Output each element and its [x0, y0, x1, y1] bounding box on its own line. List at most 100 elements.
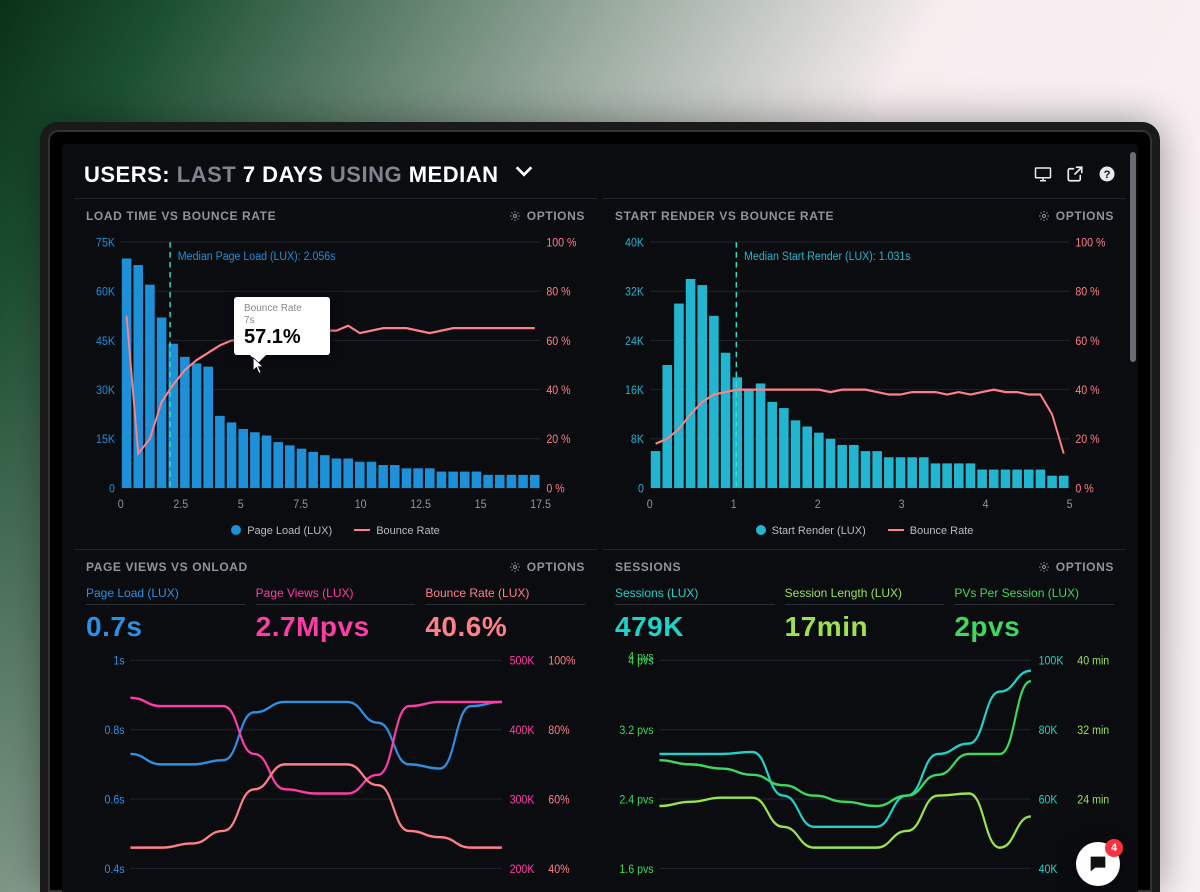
tooltip-label-2: 7s [244, 315, 320, 327]
svg-text:40 %: 40 % [546, 384, 570, 397]
options-label: OPTIONS [1056, 560, 1114, 574]
metric: Bounce Rate (LUX)40.6% [425, 586, 585, 643]
metric: Sessions (LUX)479K [615, 586, 775, 643]
chart-svg: 0.4s0.6s0.8s1s200K300K400K500K40%60%80%1… [84, 645, 587, 875]
svg-text:2.4 pvs: 2.4 pvs [619, 794, 654, 807]
svg-text:Median Page Load (LUX): 2.056s: Median Page Load (LUX): 2.056s [178, 250, 336, 263]
svg-text:100 %: 100 % [1075, 237, 1105, 250]
svg-text:75K: 75K [96, 237, 115, 250]
metric: PVs Per Session (LUX)2pvs [954, 586, 1114, 643]
header-actions: ? [1034, 165, 1116, 183]
svg-text:0 %: 0 % [546, 483, 564, 496]
svg-text:80%: 80% [548, 725, 569, 738]
metric-value: 40.6% [425, 611, 585, 643]
metric-label: PVs Per Session (LUX) [954, 586, 1114, 605]
multiline-chart: 1.6 pvs2.4 pvs3.2 pvs4 pvs4 pvs40K60K80K… [613, 645, 1116, 875]
svg-text:100%: 100% [548, 655, 575, 668]
options-button[interactable]: OPTIONS [509, 560, 585, 574]
chat-icon [1087, 853, 1109, 875]
options-label: OPTIONS [527, 209, 585, 223]
metric-value: 0.7s [86, 611, 246, 643]
share-icon[interactable] [1066, 165, 1084, 183]
svg-text:30K: 30K [96, 384, 115, 397]
gear-icon [1038, 210, 1050, 222]
panel-page-views: PAGE VIEWS VS ONLOAD OPTIONS Page Load (… [74, 549, 597, 879]
legend-item-bars[interactable]: Page Load (LUX) [231, 525, 332, 537]
monitor-icon[interactable] [1034, 165, 1052, 183]
legend-item-line[interactable]: Bounce Rate [888, 525, 974, 537]
svg-text:0.8s: 0.8s [105, 725, 125, 738]
svg-text:8K: 8K [631, 434, 644, 447]
svg-text:45K: 45K [96, 335, 115, 348]
mouse-cursor-icon [252, 357, 266, 375]
svg-text:4: 4 [983, 498, 990, 511]
title-range: 7 DAYS [243, 162, 323, 187]
svg-text:400K: 400K [510, 725, 535, 738]
metric-label: Page Load (LUX) [86, 586, 246, 605]
legend-item-bars[interactable]: Start Render (LUX) [756, 525, 866, 537]
panel-title: PAGE VIEWS VS ONLOAD [86, 560, 248, 574]
svg-text:20 %: 20 % [1075, 434, 1099, 447]
chart-tooltip: Bounce Rate 7s 57.1% [234, 297, 330, 355]
panel-start-render: START RENDER VS BOUNCE RATE OPTIONS 08K1… [603, 198, 1126, 543]
svg-text:40 %: 40 % [1075, 384, 1099, 397]
tooltip-value: 57.1% [244, 326, 320, 349]
svg-text:16K: 16K [625, 384, 644, 397]
svg-text:60 %: 60 % [546, 335, 570, 348]
svg-text:80 %: 80 % [546, 286, 570, 299]
svg-text:15: 15 [475, 498, 487, 511]
svg-text:0: 0 [647, 498, 653, 511]
svg-text:3: 3 [899, 498, 905, 511]
panel-title: LOAD TIME VS BOUNCE RATE [86, 209, 276, 223]
help-icon[interactable]: ? [1098, 165, 1116, 183]
gear-icon [509, 561, 521, 573]
chart-start-render: 08K16K24K32K40K0 %20 %40 %60 %80 %100 %0… [613, 231, 1116, 519]
svg-text:?: ? [1104, 169, 1111, 181]
svg-text:80 %: 80 % [1075, 286, 1099, 299]
svg-text:24 min: 24 min [1077, 794, 1109, 807]
svg-text:200K: 200K [510, 863, 535, 875]
laptop-frame: USERS: LAST 7 DAYS USING MEDIAN ? LOAD T… [40, 122, 1160, 892]
title-dim-1: LAST [177, 162, 236, 187]
options-button[interactable]: OPTIONS [509, 209, 585, 223]
svg-text:60K: 60K [96, 286, 115, 299]
panel-title: SESSIONS [615, 560, 681, 574]
dashboard-screen: USERS: LAST 7 DAYS USING MEDIAN ? LOAD T… [62, 144, 1138, 892]
svg-text:300K: 300K [510, 794, 535, 807]
options-label: OPTIONS [527, 560, 585, 574]
chart-svg: 08K16K24K32K40K0 %20 %40 %60 %80 %100 %0… [613, 231, 1116, 519]
chart-svg: 015K30K45K60K75K0 %20 %40 %60 %80 %100 %… [84, 231, 587, 519]
svg-text:17.5: 17.5 [530, 498, 551, 511]
chevron-down-icon[interactable] [513, 160, 535, 182]
svg-text:32K: 32K [625, 286, 644, 299]
svg-text:7.5: 7.5 [293, 498, 308, 511]
svg-text:10: 10 [355, 498, 367, 511]
metric-value: 2.7Mpvs [256, 611, 416, 643]
svg-text:100 %: 100 % [546, 237, 576, 250]
options-button[interactable]: OPTIONS [1038, 209, 1114, 223]
options-label: OPTIONS [1056, 209, 1114, 223]
gear-icon [1038, 561, 1050, 573]
legend-item-line[interactable]: Bounce Rate [354, 525, 440, 537]
svg-text:4 pvs: 4 pvs [628, 651, 654, 664]
page-title[interactable]: USERS: LAST 7 DAYS USING MEDIAN [84, 160, 535, 188]
panel-load-time: LOAD TIME VS BOUNCE RATE OPTIONS 015K30K… [74, 198, 597, 543]
panel-sessions: SESSIONS OPTIONS Sessions (LUX)479KSessi… [603, 549, 1126, 879]
svg-text:60 %: 60 % [1075, 335, 1099, 348]
chat-badge: 4 [1105, 839, 1123, 857]
metric: Session Length (LUX)17min [785, 586, 945, 643]
svg-text:60%: 60% [548, 794, 569, 807]
metric: Page Load (LUX) 0.7s [86, 586, 246, 643]
page-header: USERS: LAST 7 DAYS USING MEDIAN ? [62, 144, 1138, 198]
scrollbar[interactable] [1130, 152, 1136, 362]
metric-label: Sessions (LUX) [615, 586, 775, 605]
gear-icon [509, 210, 521, 222]
metric-label: Session Length (LUX) [785, 586, 945, 605]
svg-text:12.5: 12.5 [410, 498, 431, 511]
title-prefix: USERS: [84, 162, 170, 187]
svg-text:24K: 24K [625, 335, 644, 348]
svg-text:40%: 40% [548, 863, 569, 875]
chat-button[interactable]: 4 [1076, 842, 1120, 886]
svg-text:0.6s: 0.6s [105, 794, 125, 807]
options-button[interactable]: OPTIONS [1038, 560, 1114, 574]
